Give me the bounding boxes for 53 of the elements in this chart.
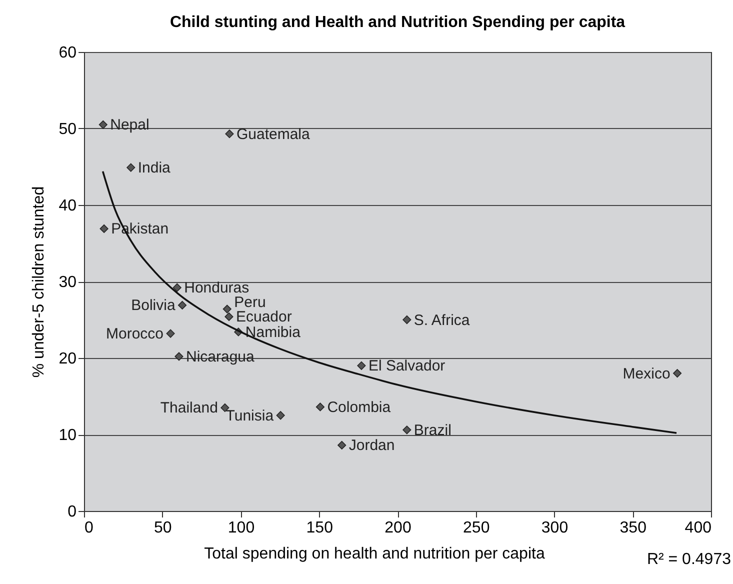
x-tick-label: 50 xyxy=(154,520,172,536)
point xyxy=(126,163,136,172)
y-axis-title: % under-5 children stunted xyxy=(30,186,48,378)
data-label: Guatemala xyxy=(236,126,310,143)
point xyxy=(673,369,682,378)
x-tick-label: 400 xyxy=(684,520,712,536)
point xyxy=(225,130,234,138)
data-label: Morocco xyxy=(106,326,164,343)
y-tick-label: 50 xyxy=(58,121,77,138)
data-label: Jordan xyxy=(348,437,395,454)
y-tick-label: 0 xyxy=(68,504,77,520)
y-tick-label: 40 xyxy=(58,198,77,214)
point xyxy=(316,402,324,412)
x-tick-label: 350 xyxy=(620,520,647,536)
y-tick-label: 10 xyxy=(58,427,77,444)
point xyxy=(98,120,108,129)
x-tick-label: 100 xyxy=(228,520,255,536)
data-label: S. Africa xyxy=(414,312,470,329)
x-tick-label: 150 xyxy=(306,520,334,536)
data-label: Thailand xyxy=(160,400,218,417)
x-tick-label: 300 xyxy=(541,520,568,536)
point xyxy=(402,426,412,434)
data-label: India xyxy=(138,160,172,177)
x-tick-label: 0 xyxy=(84,520,94,536)
y-tick-label: 60 xyxy=(58,44,77,62)
chart-title: Child stunting and Health and Nutrition Spending per capita xyxy=(170,14,626,31)
data-label: El Salvador xyxy=(368,358,446,375)
x-tick-label: 200 xyxy=(384,520,412,536)
data-label: Peru xyxy=(234,294,266,312)
y-tick-label: 30 xyxy=(58,274,77,291)
point xyxy=(357,361,366,370)
point xyxy=(174,352,184,361)
data-label: Ecuador xyxy=(236,308,292,326)
point xyxy=(402,315,412,324)
x-axis-title: Total spending on health and nutrition per capita xyxy=(204,546,545,562)
y-tick-label: 20 xyxy=(58,350,77,368)
point xyxy=(100,224,108,233)
point xyxy=(172,283,182,292)
data-label: Namibia xyxy=(245,324,302,341)
point xyxy=(338,440,346,450)
data-label: Honduras xyxy=(184,280,250,297)
data-label: Bolivia xyxy=(131,297,176,314)
data-label: Mexico xyxy=(622,365,670,382)
point xyxy=(166,329,175,338)
text: R² = 0.4973 xyxy=(646,551,732,568)
point xyxy=(222,304,232,314)
point xyxy=(178,300,187,310)
point xyxy=(276,411,285,420)
data-label: Tunisia xyxy=(226,407,274,424)
data-label: Colombia xyxy=(327,398,392,416)
x-tick-label: 250 xyxy=(463,520,490,536)
data-label: Brazil xyxy=(414,422,452,439)
point xyxy=(224,312,234,321)
